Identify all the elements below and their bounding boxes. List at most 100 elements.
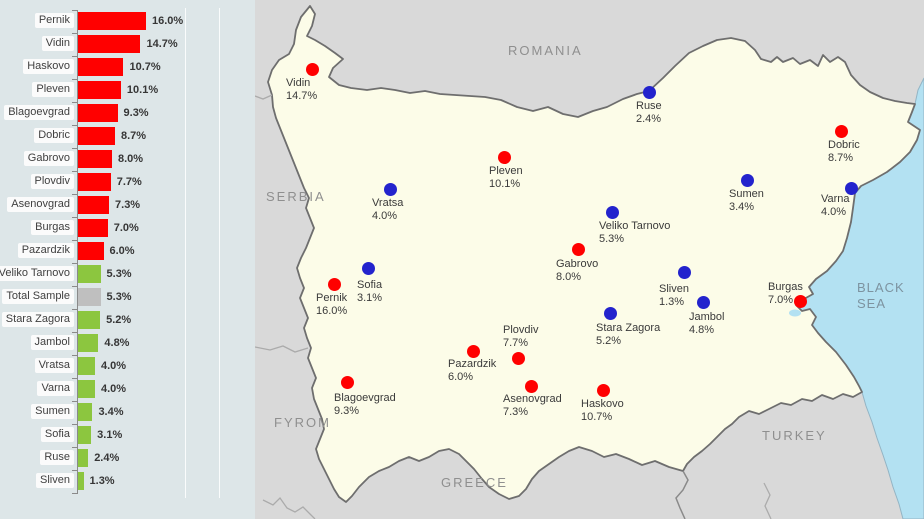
chart-axis-ticks xyxy=(72,10,77,495)
city-dot[interactable] xyxy=(605,205,619,219)
city-percentage: 3.4% xyxy=(729,201,755,213)
bar-row: Pleven 10.1% xyxy=(0,79,255,102)
bar[interactable] xyxy=(78,449,89,467)
city-label: Asenovgrad 7.3% xyxy=(503,393,562,419)
bar-category-label: Pleven xyxy=(32,82,74,97)
bar[interactable] xyxy=(78,472,84,490)
bar[interactable] xyxy=(78,196,110,214)
city-name: Plovdiv xyxy=(503,324,539,336)
city-name: Sliven xyxy=(659,283,689,295)
city-name: Asenovgrad xyxy=(503,393,562,405)
bar-row: Burgas 7.0% xyxy=(0,217,255,240)
black-sea-label: BLACK SEA xyxy=(857,280,905,311)
city-percentage: 7.3% xyxy=(503,406,529,418)
city-dot[interactable] xyxy=(327,277,341,291)
city-name: Vratsa xyxy=(372,197,404,209)
bar[interactable] xyxy=(78,265,101,283)
city-dot[interactable] xyxy=(383,182,397,196)
city-label: Varna 4.0% xyxy=(821,193,850,219)
bar-category-label: Pazardzik xyxy=(17,243,74,258)
burgas-lake-shape xyxy=(789,309,801,317)
bar-row: Sofia 3.1% xyxy=(0,424,255,447)
bar[interactable] xyxy=(78,81,121,99)
bar-value-label: 8.0% xyxy=(118,153,144,165)
city-dot[interactable] xyxy=(305,62,319,76)
city-label: Sofia 3.1% xyxy=(357,279,382,305)
bar[interactable] xyxy=(78,242,104,260)
city-dot[interactable] xyxy=(677,265,691,279)
bar[interactable] xyxy=(78,357,95,375)
bar[interactable] xyxy=(78,127,115,145)
city-percentage: 6.0% xyxy=(448,371,474,383)
city-dot[interactable] xyxy=(511,351,525,365)
bar[interactable] xyxy=(78,12,146,30)
city-percentage: 5.2% xyxy=(596,335,622,347)
city-dot[interactable] xyxy=(740,173,754,187)
bar-value-label: 16.0% xyxy=(152,15,184,27)
bar-row: Pernik 16.0% xyxy=(0,10,255,33)
city-dot[interactable] xyxy=(844,181,858,195)
city-percentage: 7.0% xyxy=(768,294,794,306)
neighbor-borders xyxy=(255,94,772,519)
city-dot[interactable] xyxy=(466,344,480,358)
bar-row: Varna 4.0% xyxy=(0,378,255,401)
bar-value-label: 10.1% xyxy=(126,84,159,96)
city-name: Gabrovo xyxy=(556,258,599,270)
bar-row: Ruse 2.4% xyxy=(0,447,255,470)
chart-gridline xyxy=(185,8,186,498)
city-dot[interactable] xyxy=(696,295,710,309)
bar[interactable] xyxy=(78,35,141,53)
city-percentage: 2.4% xyxy=(636,113,662,125)
bar[interactable] xyxy=(78,426,92,444)
city-dot[interactable] xyxy=(834,124,848,138)
bar[interactable] xyxy=(78,150,112,168)
city-dot[interactable] xyxy=(340,375,354,389)
city-percentage: 8.0% xyxy=(556,271,582,283)
city-label: Dobric 8.7% xyxy=(828,139,860,165)
city-name: Vidin xyxy=(286,77,311,89)
greece-turkey-border xyxy=(675,470,689,519)
city-dot[interactable] xyxy=(497,150,511,164)
bar-category-label: Ruse xyxy=(40,450,74,465)
bar-chart-rows: Pernik 16.0% Vidin 14.7% Haskovo 10.7% P… xyxy=(0,10,255,493)
bar[interactable] xyxy=(78,173,111,191)
bar[interactable] xyxy=(78,380,95,398)
bar-value-label: 5.2% xyxy=(106,314,132,326)
bar-value-label: 7.3% xyxy=(115,199,141,211)
bar-value-label: 5.3% xyxy=(106,268,132,280)
city-dot[interactable] xyxy=(524,379,538,393)
city-dot[interactable] xyxy=(571,242,585,256)
bar-value-label: 4.0% xyxy=(101,360,127,372)
country-label-fyrom: FYROM xyxy=(274,415,331,430)
bar-row: Asenovgrad 7.3% xyxy=(0,194,255,217)
bar-category-label: Asenovgrad xyxy=(7,197,74,212)
city-name: Pernik xyxy=(316,292,348,304)
city-label: Vidin 14.7% xyxy=(286,77,317,103)
map-shapes xyxy=(255,5,924,519)
bar-category-label: Vratsa xyxy=(34,358,74,373)
bar[interactable] xyxy=(78,334,99,352)
bar[interactable] xyxy=(78,288,101,306)
bar-value-label: 4.0% xyxy=(101,383,127,395)
city-dot[interactable] xyxy=(793,294,807,308)
city-dot[interactable] xyxy=(596,383,610,397)
city-dot[interactable] xyxy=(603,306,617,320)
bar-value-label: 1.3% xyxy=(89,475,115,487)
country-label-greece: GREECE xyxy=(441,475,508,490)
city-percentage: 4.0% xyxy=(372,210,398,222)
city-percentage: 10.7% xyxy=(581,411,613,423)
bar[interactable] xyxy=(78,104,118,122)
bar[interactable] xyxy=(78,219,108,237)
city-name: Burgas xyxy=(768,281,803,293)
city-name: Veliko Tarnovo xyxy=(599,220,671,232)
city-dot[interactable] xyxy=(642,85,656,99)
bar[interactable] xyxy=(78,403,93,421)
city-dot[interactable] xyxy=(361,261,375,275)
country-label-turkey: TURKEY xyxy=(762,428,827,443)
city-label: Plovdiv 7.7% xyxy=(503,324,538,350)
bar-row: Total Sample 5.3% xyxy=(0,286,255,309)
bar[interactable] xyxy=(78,311,101,329)
bar-category-label: Pernik xyxy=(34,13,74,28)
bar-row: Gabrovo 8.0% xyxy=(0,148,255,171)
bar[interactable] xyxy=(78,58,124,76)
